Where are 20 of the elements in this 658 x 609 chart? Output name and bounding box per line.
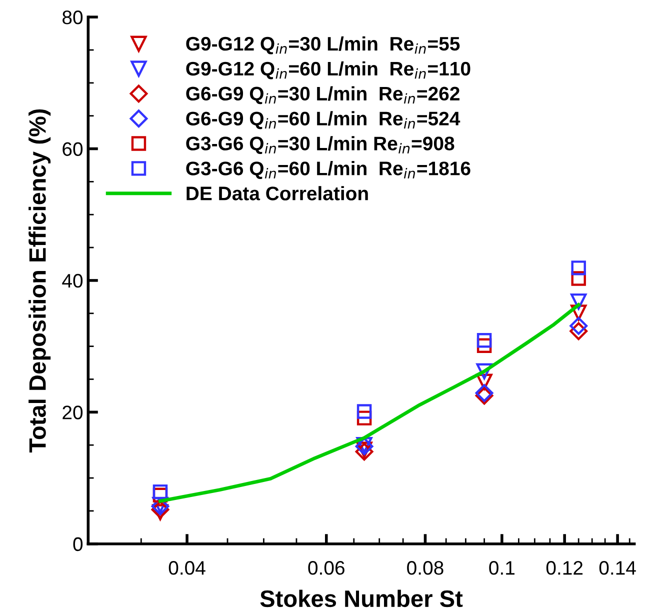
- y-tick-label: 40: [62, 274, 83, 288]
- legend-label: G9-G12 Q$_{in}$=30 L/min Re$_{in}$=55: [186, 36, 460, 54]
- legend-label: G3-G6 Q$_{in}$=60 L/min Re$_{in}$=1816: [186, 161, 470, 179]
- x-tick-label: 0.04: [168, 561, 206, 575]
- y-tick-label: 80: [62, 10, 83, 24]
- legend-label: G9-G12 Q$_{in}$=60 L/min Re$_{in}$=110: [186, 61, 470, 80]
- x-tick-label: 0.06: [308, 561, 344, 575]
- y-tick-label: 20: [62, 406, 83, 420]
- x-axis-title: Stokes Number St: [260, 590, 463, 608]
- x-tick-label: 0.12: [546, 561, 583, 575]
- legend-label: G6-G9 Q$_{in}$=60 L/min Re$_{in}$=524: [186, 111, 460, 130]
- y-tick-label: 60: [62, 142, 83, 156]
- y-tick-label: 0: [73, 537, 83, 552]
- x-tick-label: 0.08: [407, 561, 444, 575]
- legend-label: G6-G9 Q$_{in}$=30 L/min Re$_{in}$=262: [186, 86, 460, 104]
- legend-label: DE Data Correlation: [186, 186, 368, 200]
- y-axis-title: Total Deposition Efficiency (%): [28, 109, 51, 452]
- x-tick-label: 0.1: [489, 561, 514, 575]
- x-tick-label: 0.14: [599, 561, 636, 575]
- legend-label: G3-G6 Q$_{in}$=30 L/min Re$_{in}$=908: [186, 136, 454, 154]
